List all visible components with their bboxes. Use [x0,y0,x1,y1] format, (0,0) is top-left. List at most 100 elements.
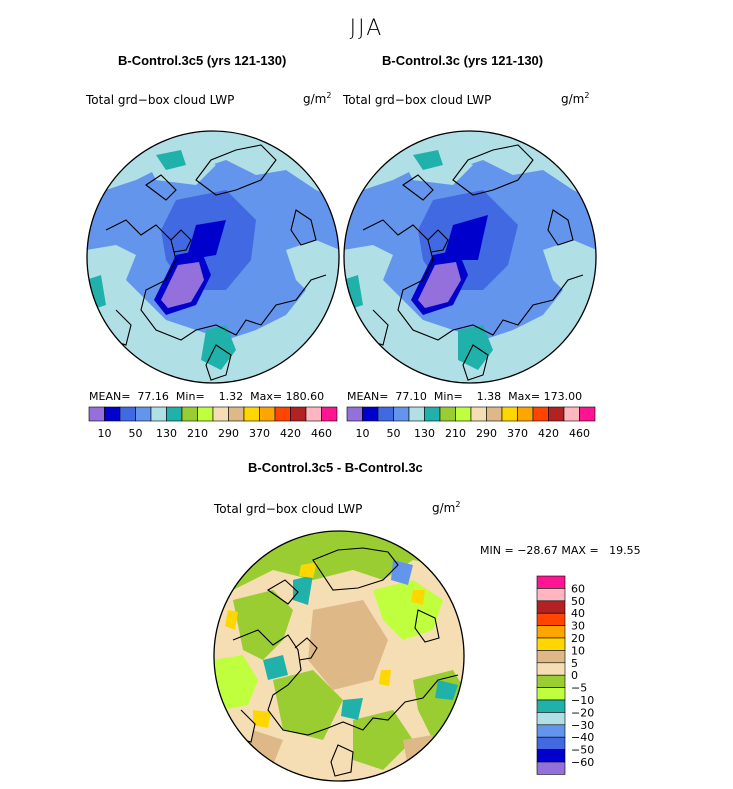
map-border [213,530,465,782]
region-purple [161,262,204,308]
region-teal [156,150,186,170]
colorbar-tick-label: 50 [387,427,401,440]
colorbar-swatch [548,406,565,422]
region-green [353,710,413,770]
colorbar-tick-label: 210 [445,427,466,440]
panel-2-title: B-Control.3c (yrs 121-130) [382,53,544,68]
colorbar-swatch [536,612,566,626]
colorbar-swatch [346,406,363,422]
colorbar-swatch [536,712,566,726]
colorbar-tick-label: 60 [571,582,585,595]
colorbar-swatch [536,575,566,589]
coastlines [105,144,327,381]
diff-polar-map [213,530,465,782]
colorbar-tick-label: −10 [571,694,594,707]
colorbar-swatch [305,406,322,422]
colorbar-tick-label: 0 [571,669,578,682]
coastlines [362,144,584,381]
region-light-green [214,655,258,710]
colorbar-swatch [197,406,214,422]
colorbar-swatch [536,650,566,664]
panel-1-title: B-Control.3c5 (yrs 121-130) [118,53,287,68]
region-teal [263,655,288,680]
coastlines [232,547,459,777]
region-light-green [373,580,443,640]
colorbar-tick-label: 30 [571,620,585,633]
panel-2-field-label: Total grd−box cloud LWP [343,93,492,107]
diff-panel-field-label: Total grd−box cloud LWP [214,502,363,516]
colorbar-swatch [455,406,472,422]
colorbar-swatch [536,736,566,750]
colorbar-swatch [536,687,566,701]
colorbar-swatch [321,406,338,422]
region-yellow [379,670,391,686]
colorbar-swatch [579,406,596,422]
region-light-cyan [344,245,596,383]
region-teal [201,325,236,370]
colorbar-swatch [536,724,566,738]
region-yellow [225,610,238,630]
region-dark-blue [186,220,226,260]
diff-panel-stats: MIN = −28.67 MAX = 19.55 [480,544,641,557]
colorbar-tick-label: 40 [571,607,585,620]
region-light-cyan [286,240,339,300]
colorbar-swatch [181,406,198,422]
region-light-cyan [543,240,596,300]
colorbar-tick-label: 10 [98,427,112,440]
diff-panel-title: B-Control.3c5 - B-Control.3c [248,460,423,475]
colorbar-swatch [501,406,518,422]
colorbar-swatch [212,406,229,422]
colorbar-tick-label: 50 [571,595,585,608]
map-border [343,130,597,384]
colorbar-tick-label: 370 [507,427,528,440]
colorbar-swatch [532,406,549,422]
colorbar-tick-label: 130 [414,427,435,440]
panel-2-units: g/m2 [561,91,590,106]
colorbar-swatch [290,406,307,422]
region-yellow [411,590,425,605]
region-teal [341,698,363,720]
colorbar-swatch [536,600,566,614]
colorbar-swatch [536,749,566,763]
panel-1-polar-map [86,130,340,384]
colorbar-tick-label: 10 [356,427,370,440]
figure-title: JJA [349,16,384,41]
colorbar-swatch [135,406,152,422]
colorbar-tick-label: −30 [571,719,594,732]
region-teal [293,575,313,605]
colorbar-swatch [408,406,425,422]
region-green [233,590,293,660]
colorbar-swatch [536,761,566,775]
region-teal [413,150,443,170]
region-teal [435,680,458,700]
colorbar-swatch [563,406,580,422]
region-tan [403,735,433,768]
colorbar-swatch [362,406,379,422]
panel-1-units: g/m2 [303,91,332,106]
map-border [86,130,340,384]
colorbar-tick-label: 460 [311,427,332,440]
colorbar-tick-label: 420 [538,427,559,440]
colorbar-swatch [439,406,456,422]
panel-2-colorbar: 10 50 130 210 290 370 420 460 [346,406,596,440]
colorbar-tick-label: 50 [129,427,143,440]
colorbar-swatch [486,406,503,422]
colorbar-swatch [393,406,410,422]
region-teal [458,325,493,370]
colorbar-swatch [470,406,487,422]
colorbar-tick-label: −40 [571,731,594,744]
colorbar-tick-label: −60 [571,756,594,769]
region-yellow [299,562,317,578]
colorbar-swatch [536,625,566,639]
colorbar-swatch [377,406,394,422]
region-tan [308,600,388,690]
colorbar-swatch [88,406,105,422]
region-yellow [253,710,271,728]
panel-2-polar-map [343,130,597,384]
colorbar-tick-label: 210 [187,427,208,440]
colorbar-tick-label: 290 [218,427,239,440]
colorbar-swatch [119,406,136,422]
colorbar-tick-label: −50 [571,744,594,757]
colorbar-swatch [536,699,566,713]
